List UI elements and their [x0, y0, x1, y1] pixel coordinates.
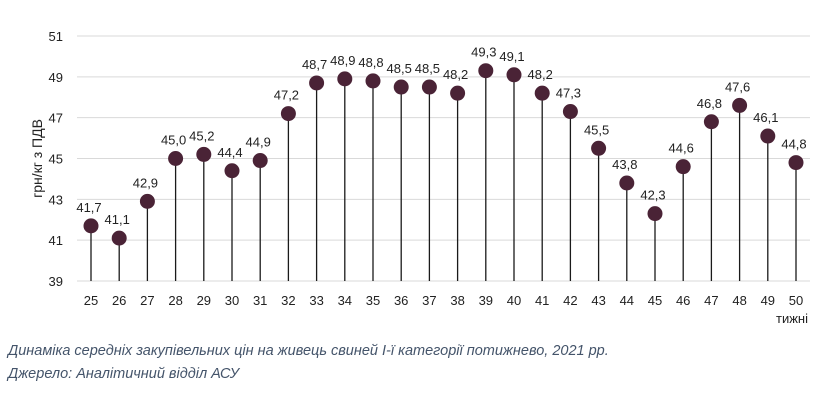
data-label: 47,3: [556, 86, 581, 101]
data-label: 48,8: [358, 55, 383, 70]
data-point: [732, 97, 748, 113]
x-tick-label: 47: [704, 293, 718, 308]
x-tick-label: 26: [112, 293, 126, 308]
data-label: 46,8: [697, 96, 722, 111]
x-tick-label: 45: [648, 293, 662, 308]
y-tick-label: 47: [49, 111, 63, 126]
data-label: 42,3: [640, 188, 665, 203]
y-axis-label: грн/кг з ПДВ: [29, 119, 45, 198]
data-label: 47,6: [725, 79, 750, 94]
data-point: [760, 128, 776, 144]
data-label: 41,7: [76, 200, 101, 215]
data-label: 48,2: [443, 67, 468, 82]
data-point: [703, 114, 719, 130]
x-tick-label: 34: [338, 293, 352, 308]
data-point: [591, 140, 607, 156]
y-tick-label: 43: [49, 192, 63, 207]
data-label: 48,5: [387, 61, 412, 76]
data-point: [393, 79, 409, 95]
data-label: 49,3: [471, 45, 496, 60]
chart-caption: Динаміка середніх закупівельних цін на ж…: [8, 343, 609, 359]
data-point: [421, 79, 437, 95]
data-point: [478, 63, 494, 79]
x-tick-label: 28: [168, 293, 182, 308]
x-tick-label: 41: [535, 293, 549, 308]
chart-source: Джерело: Аналітичний відділ АСУ: [8, 366, 239, 382]
data-label: 44,9: [246, 135, 271, 150]
data-label: 48,7: [302, 57, 327, 72]
data-point: [280, 106, 296, 122]
y-tick-label: 41: [49, 233, 63, 248]
y-tick-label: 51: [49, 29, 63, 44]
data-label: 45,5: [584, 122, 609, 137]
x-tick-label: 38: [450, 293, 464, 308]
data-label: 41,1: [105, 212, 130, 227]
data-point: [337, 71, 353, 87]
x-tick-label: 27: [140, 293, 154, 308]
data-point: [168, 151, 184, 166]
x-tick-label: 43: [591, 293, 605, 308]
x-tick-label: 42: [563, 293, 577, 308]
x-tick-label: 44: [620, 293, 634, 308]
x-tick-label: 35: [366, 293, 380, 308]
data-label: 48,9: [330, 53, 355, 68]
data-label: 43,8: [612, 157, 637, 172]
x-tick-label: 29: [197, 293, 211, 308]
x-tick-label: 32: [281, 293, 295, 308]
x-tick-label: 48: [732, 293, 746, 308]
data-label: 44,4: [217, 145, 242, 160]
x-tick-label: 33: [309, 293, 323, 308]
data-point: [675, 159, 691, 175]
x-axis-label: тижні: [776, 311, 808, 326]
x-tick-label: 36: [394, 293, 408, 308]
data-point: [788, 155, 804, 171]
data-label: 48,2: [528, 67, 553, 82]
x-tick-label: 30: [225, 293, 239, 308]
data-point: [450, 85, 466, 101]
y-tick-label: 39: [49, 274, 63, 289]
x-tick-label: 50: [789, 293, 803, 308]
x-tick-label: 39: [479, 293, 493, 308]
lollipop-chart: 39 41 43 45 47 49 51 грн/кг з ПДВ 41,7 25 41,1 26 42…: [29, 29, 810, 326]
data-point: [309, 75, 325, 91]
x-tick-label: 31: [253, 293, 267, 308]
data-label: 47,2: [274, 88, 299, 103]
y-tick-label: 45: [49, 152, 63, 167]
data-point: [534, 85, 550, 101]
data-label: 44,6: [669, 141, 694, 156]
x-tick-label: 25: [84, 293, 98, 308]
data-point: [196, 146, 212, 162]
y-tick-label: 49: [49, 70, 63, 85]
x-tick-label: 40: [507, 293, 521, 308]
x-tick-label: 46: [676, 293, 690, 308]
data-point: [562, 104, 578, 120]
data-point: [619, 175, 635, 191]
data-point: [111, 230, 127, 246]
data-label: 46,1: [753, 110, 778, 125]
data-label: 45,2: [189, 128, 214, 143]
data-point: [252, 153, 268, 169]
data-point: [647, 206, 663, 222]
data-label: 45,0: [161, 133, 186, 148]
data-point: [83, 218, 99, 234]
data-label: 42,9: [133, 175, 158, 190]
data-label: 48,5: [415, 61, 440, 76]
data-label: 44,8: [781, 137, 806, 152]
x-tick-label: 37: [422, 293, 436, 308]
data-point: [139, 193, 155, 209]
x-tick-label: 49: [761, 293, 775, 308]
data-point: [506, 67, 522, 83]
data-point: [224, 163, 240, 179]
data-label: 49,1: [499, 49, 524, 64]
data-point: [365, 73, 381, 89]
